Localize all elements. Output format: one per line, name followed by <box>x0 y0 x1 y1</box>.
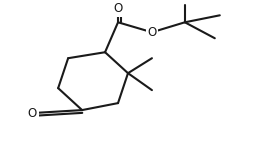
Text: O: O <box>113 2 123 15</box>
Text: O: O <box>147 26 156 39</box>
Text: O: O <box>28 107 37 120</box>
